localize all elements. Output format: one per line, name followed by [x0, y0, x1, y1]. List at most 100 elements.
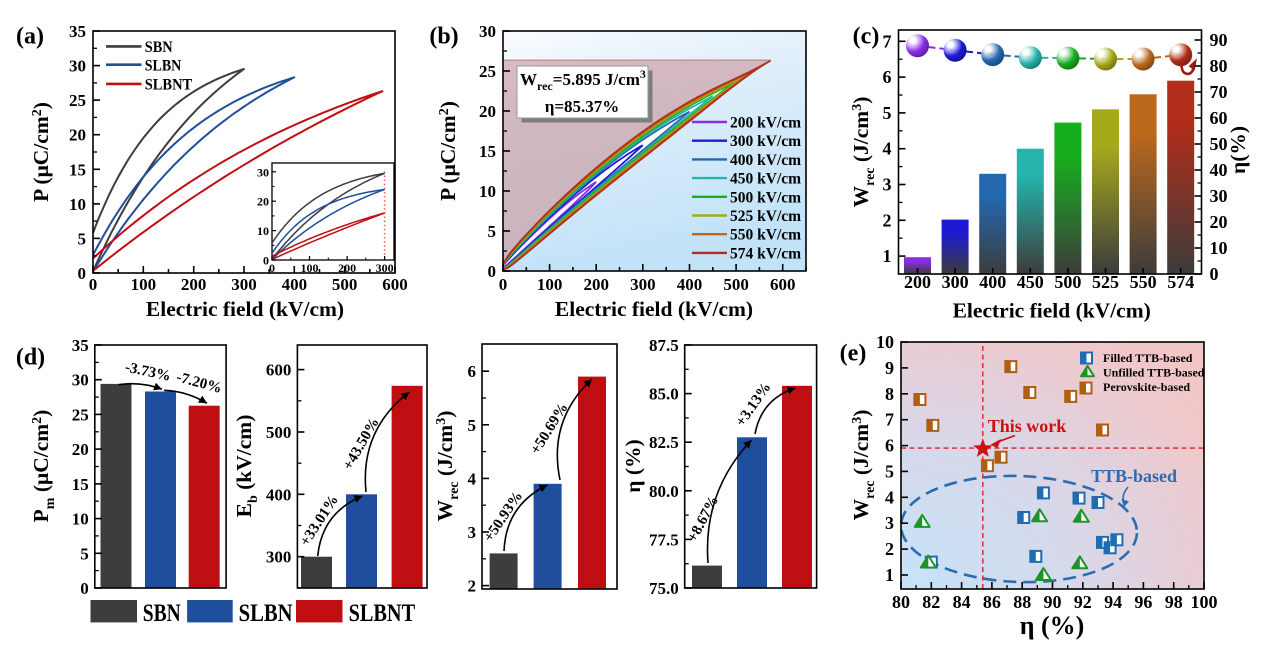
svg-text:300: 300: [630, 275, 656, 294]
svg-text:85.0: 85.0: [649, 385, 679, 404]
svg-text:600: 600: [382, 275, 408, 294]
svg-text:300: 300: [231, 275, 257, 294]
svg-text:25: 25: [69, 91, 86, 110]
svg-text:400: 400: [282, 275, 308, 294]
svg-text:Unfilled TTB-based: Unfilled TTB-based: [1103, 366, 1205, 380]
svg-text:525 kV/cm: 525 kV/cm: [730, 208, 801, 225]
svg-text:6: 6: [883, 67, 892, 87]
svg-text:P (μC/cm2): P (μC/cm2): [29, 102, 53, 202]
svg-text:400: 400: [979, 272, 1006, 292]
svg-text:80.0: 80.0: [649, 482, 679, 501]
svg-text:0: 0: [488, 262, 497, 281]
svg-text:P (μC/cm2): P (μC/cm2): [436, 101, 460, 201]
svg-text:4: 4: [468, 469, 477, 488]
svg-text:20: 20: [479, 102, 496, 121]
svg-text:96: 96: [1134, 592, 1152, 612]
svg-text:200: 200: [904, 272, 931, 292]
svg-text:10: 10: [1210, 238, 1228, 258]
svg-text:Electric field (kV/cm): Electric field (kV/cm): [953, 299, 1151, 323]
svg-text:η (%): η (%): [621, 439, 645, 492]
svg-text:6: 6: [885, 436, 894, 456]
svg-text:0: 0: [80, 579, 89, 598]
svg-text:(b): (b): [429, 24, 458, 50]
svg-text:500: 500: [332, 275, 358, 294]
svg-text:(c): (c): [853, 24, 880, 50]
svg-text:80: 80: [1210, 56, 1228, 76]
svg-text:SLBN: SLBN: [145, 57, 182, 74]
svg-text:20: 20: [72, 440, 89, 459]
svg-text:200: 200: [583, 275, 609, 294]
svg-text:5: 5: [885, 461, 894, 481]
svg-text:2: 2: [468, 577, 477, 596]
svg-text:SLBNT: SLBNT: [145, 77, 193, 94]
svg-text:30: 30: [479, 22, 496, 41]
svg-text:1: 1: [883, 246, 892, 266]
svg-text:(d): (d): [16, 345, 45, 371]
svg-text:82.5: 82.5: [649, 433, 679, 452]
svg-text:35: 35: [72, 336, 89, 355]
svg-text:25: 25: [72, 405, 89, 424]
svg-text:15: 15: [479, 142, 496, 161]
svg-text:Electric field (kV/cm): Electric field (kV/cm): [555, 297, 753, 321]
svg-text:84: 84: [953, 592, 971, 612]
svg-text:82: 82: [922, 592, 940, 612]
svg-text:SLBN: SLBN: [239, 600, 293, 627]
svg-text:SBN: SBN: [145, 39, 173, 56]
svg-text:86: 86: [983, 592, 1001, 612]
svg-text:0: 0: [1210, 264, 1219, 284]
svg-text:2: 2: [883, 210, 892, 230]
svg-text:2: 2: [885, 539, 894, 559]
svg-text:9: 9: [885, 358, 894, 378]
svg-text:550 kV/cm: 550 kV/cm: [730, 227, 801, 244]
svg-text:Perovskite-based: Perovskite-based: [1103, 380, 1190, 394]
svg-text:10: 10: [876, 332, 894, 352]
svg-text:0: 0: [263, 254, 269, 268]
svg-text:8: 8: [885, 384, 894, 404]
svg-text:30: 30: [1210, 186, 1228, 206]
svg-text:200: 200: [181, 275, 207, 294]
svg-text:5: 5: [488, 222, 497, 241]
svg-text:92: 92: [1074, 592, 1092, 612]
svg-text:Filled TTB-based: Filled TTB-based: [1103, 351, 1193, 365]
svg-text:η=85.37%: η=85.37%: [545, 97, 620, 116]
svg-text:3: 3: [885, 513, 894, 533]
svg-text:100: 100: [537, 275, 563, 294]
svg-text:6: 6: [468, 362, 477, 381]
svg-text:500: 500: [266, 423, 292, 442]
svg-text:3: 3: [468, 523, 477, 542]
svg-text:60: 60: [1210, 108, 1228, 128]
svg-text:88: 88: [1013, 592, 1031, 612]
svg-text:Electric field (kV/cm): Electric field (kV/cm): [146, 297, 344, 321]
svg-text:574: 574: [1167, 272, 1194, 292]
svg-text:30: 30: [257, 165, 269, 179]
svg-text:7: 7: [883, 31, 892, 51]
svg-text:35: 35: [69, 22, 86, 41]
svg-text:90: 90: [1210, 30, 1228, 50]
svg-text:100: 100: [301, 261, 319, 275]
svg-text:30: 30: [72, 371, 89, 390]
svg-text:0: 0: [89, 275, 98, 294]
svg-text:4: 4: [883, 139, 892, 159]
svg-text:(a): (a): [16, 24, 44, 50]
svg-text:300: 300: [376, 261, 394, 275]
svg-text:70: 70: [1210, 82, 1228, 102]
svg-text:15: 15: [69, 160, 86, 179]
svg-text:5: 5: [78, 229, 87, 248]
svg-text:300: 300: [266, 548, 292, 567]
svg-text:5: 5: [80, 544, 89, 563]
svg-text:SLBNT: SLBNT: [349, 600, 416, 627]
svg-text:574 kV/cm: 574 kV/cm: [730, 245, 801, 262]
svg-text:550: 550: [1130, 272, 1157, 292]
svg-text:100: 100: [131, 275, 157, 294]
svg-text:η(%): η(%): [1226, 126, 1250, 174]
svg-text:20: 20: [257, 195, 269, 209]
svg-text:SBN: SBN: [143, 600, 181, 627]
svg-text:500: 500: [1054, 272, 1081, 292]
svg-text:500: 500: [723, 275, 749, 294]
svg-text:3: 3: [883, 175, 892, 195]
svg-text:200 kV/cm: 200 kV/cm: [730, 115, 801, 132]
svg-text:30: 30: [69, 57, 86, 76]
svg-text:80: 80: [892, 592, 910, 612]
svg-text:525: 525: [1092, 272, 1119, 292]
svg-text:0: 0: [78, 264, 87, 283]
